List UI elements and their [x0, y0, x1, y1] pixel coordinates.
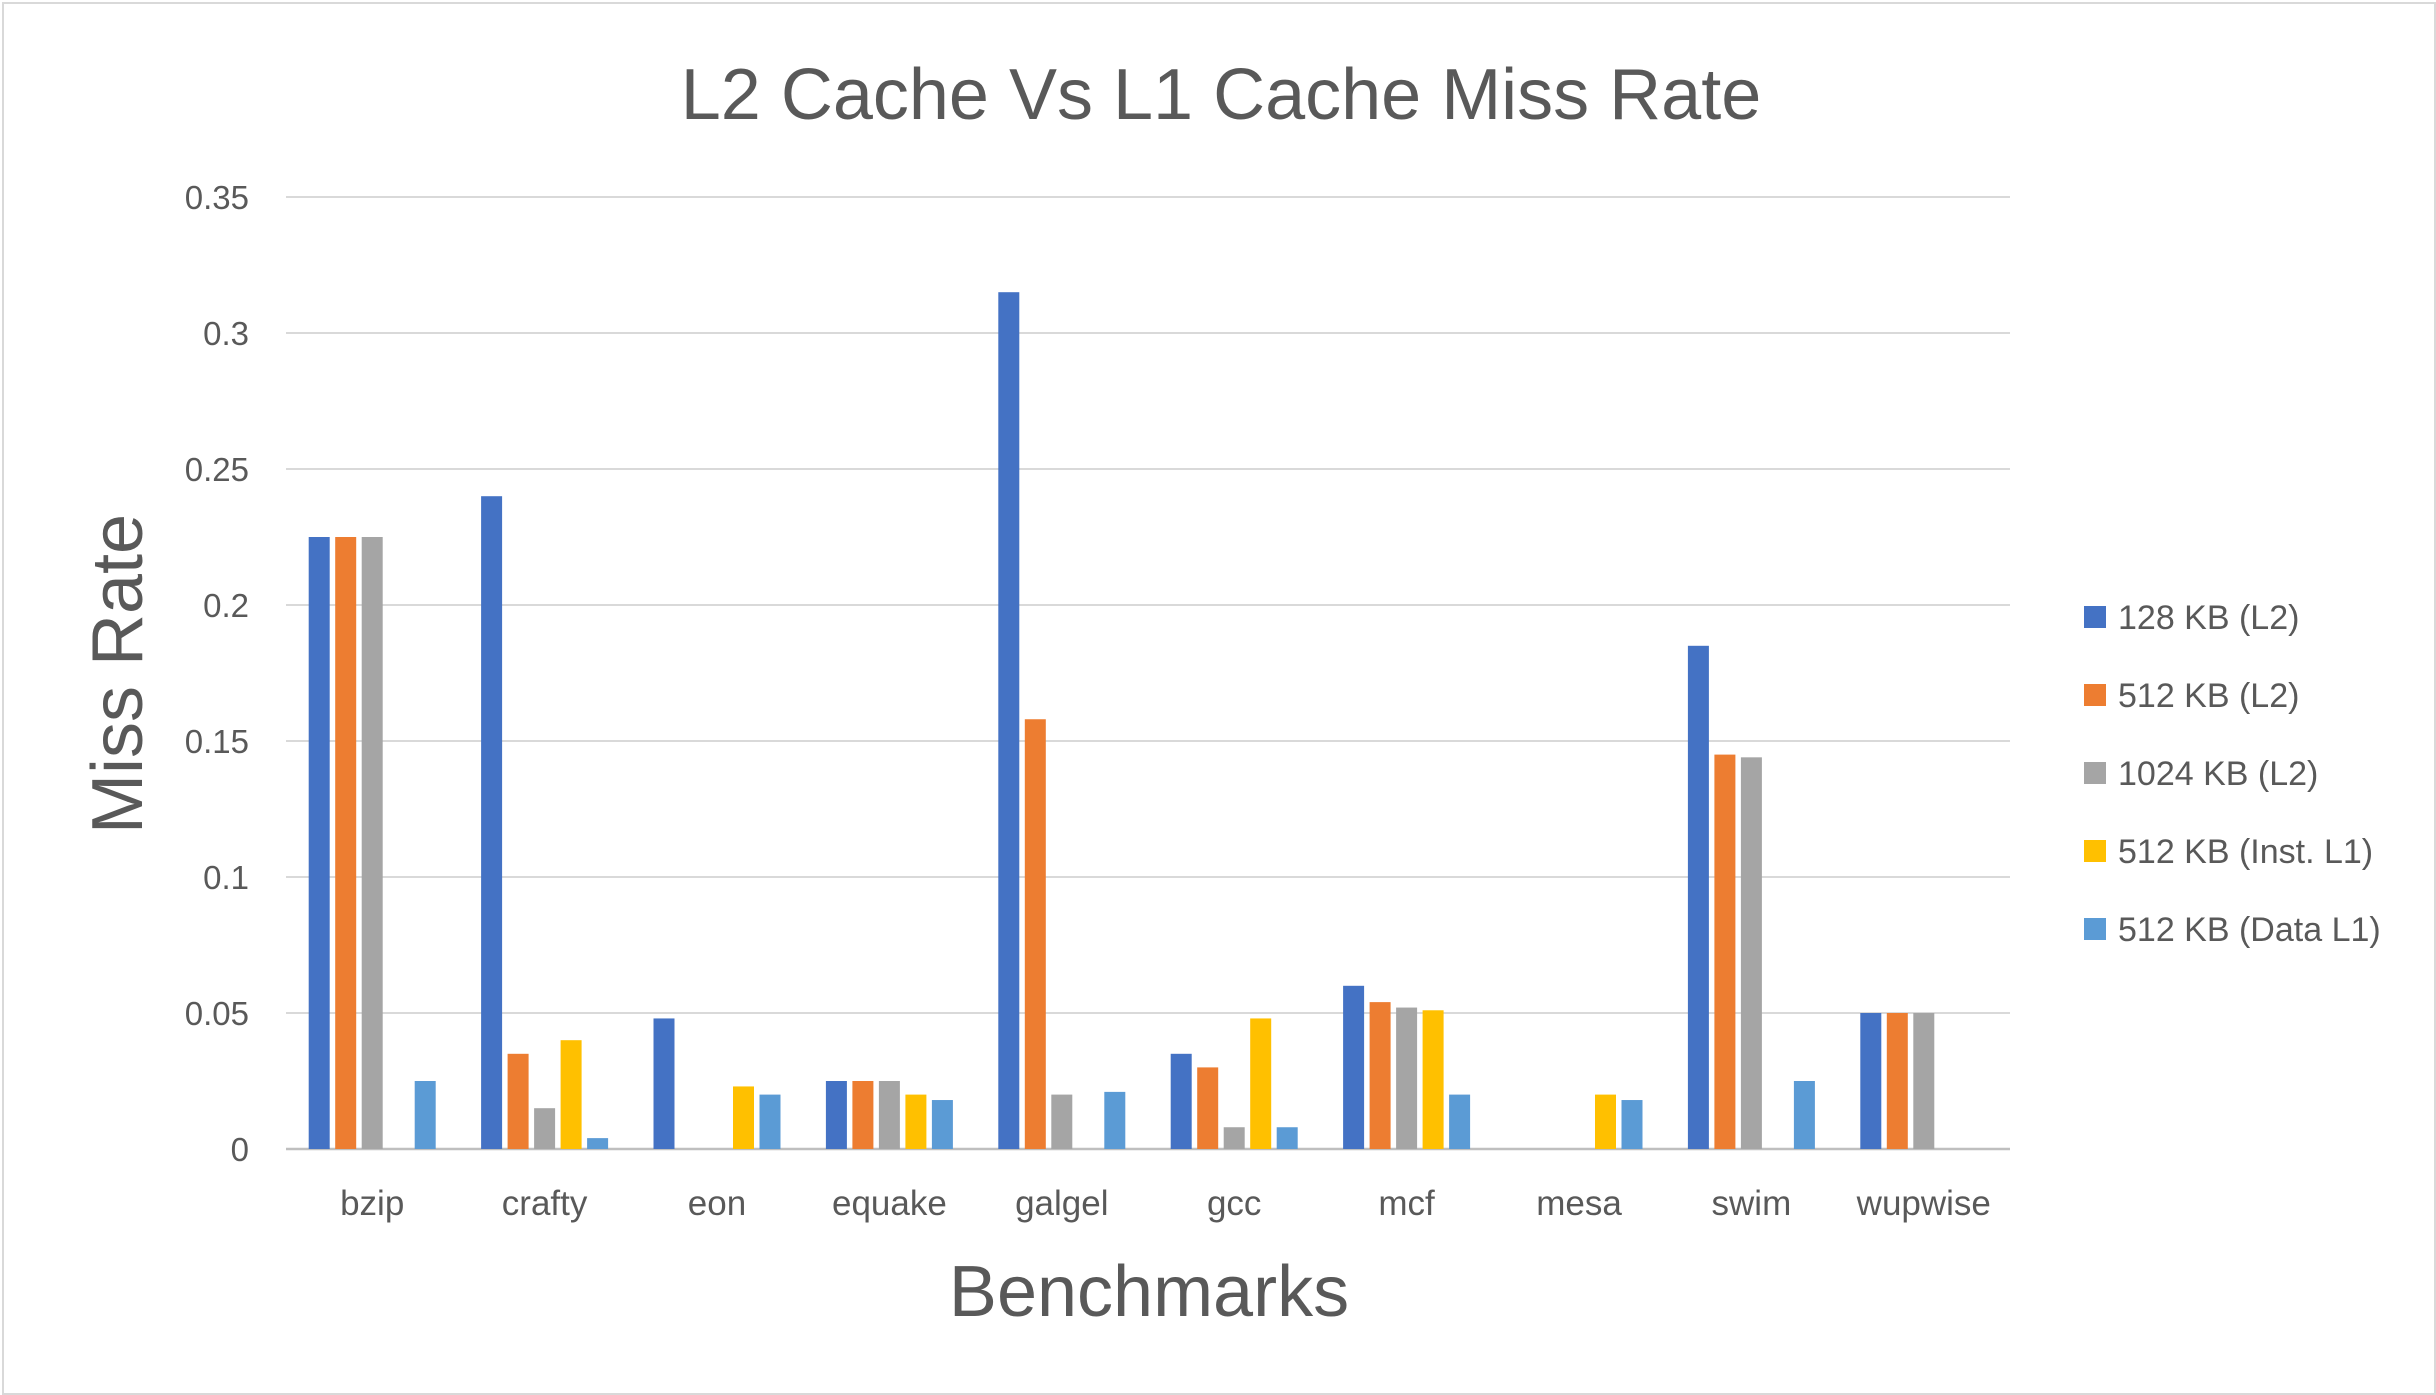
- y-tick-label: 0.2: [203, 587, 249, 624]
- bar-wupwise-0: [1860, 1013, 1882, 1149]
- y-tick-label: 0.25: [185, 451, 249, 488]
- y-tick-label: 0: [231, 1131, 249, 1168]
- bar-mesa-4: [1621, 1100, 1643, 1149]
- y-axis-title: Miss Rate: [78, 514, 158, 834]
- bar-mcf-4: [1449, 1094, 1471, 1149]
- bar-swim-1: [1714, 754, 1736, 1149]
- bar-equake-1: [852, 1081, 874, 1149]
- bar-swim-2: [1740, 757, 1762, 1149]
- legend-label: 1024 KB (L2): [2118, 755, 2318, 793]
- bar-bzip-1: [335, 537, 357, 1149]
- bar-galgel-2: [1051, 1094, 1073, 1149]
- y-tick-label: 0.1: [203, 859, 249, 896]
- y-tick-label: 0.3: [203, 315, 249, 352]
- bar-gcc-0: [1170, 1053, 1192, 1149]
- y-axis-ticks: 0 0.05 0.1 0.15 0.2 0.25 0.3 0.35: [185, 179, 249, 1168]
- x-tick-label: galgel: [1015, 1184, 1108, 1223]
- x-tick-label: swim: [1712, 1184, 1792, 1223]
- bar-crafty-1: [507, 1053, 529, 1149]
- bar-eon-4: [759, 1094, 781, 1149]
- x-axis-title: Benchmarks: [949, 1252, 1349, 1332]
- chart-title: L2 Cache Vs L1 Cache Miss Rate: [681, 55, 1762, 135]
- bar-bzip-4: [414, 1081, 436, 1149]
- legend-label: 128 KB (L2): [2118, 599, 2299, 637]
- bar-crafty-2: [534, 1108, 556, 1149]
- bar-mcf-2: [1396, 1007, 1418, 1149]
- bar-equake-2: [878, 1081, 900, 1149]
- bar-crafty-0: [481, 496, 503, 1149]
- legend-swatch: [2084, 840, 2106, 862]
- bar-gcc-4: [1276, 1127, 1298, 1149]
- y-tick-label: 0.15: [185, 723, 249, 760]
- bar-gcc-2: [1223, 1127, 1245, 1149]
- bar-swim-0: [1687, 645, 1709, 1149]
- y-tick-label: 0.35: [185, 179, 249, 216]
- legend-swatch: [2084, 762, 2106, 784]
- bar-chart: L2 Cache Vs L1 Cache Miss Rate 00.050.10…: [78, 55, 2381, 1332]
- bar-bzip-2: [361, 537, 383, 1149]
- bar-mcf-1: [1369, 1002, 1391, 1149]
- bar-wupwise-2: [1913, 1013, 1935, 1149]
- bar-eon-3: [733, 1086, 754, 1149]
- bar-galgel-1: [1024, 719, 1046, 1149]
- bar-mcf-3: [1422, 1010, 1444, 1149]
- x-tick-label: bzip: [340, 1184, 404, 1223]
- legend-swatch: [2084, 918, 2106, 940]
- x-tick-label: wupwise: [1856, 1184, 1991, 1223]
- legend-label: 512 KB (L2): [2118, 677, 2299, 715]
- legend-item: 512 KB (Inst. L1): [2084, 833, 2373, 871]
- bar-eon-0: [653, 1018, 675, 1149]
- bar-wupwise-1: [1886, 1013, 1908, 1149]
- x-tick-label: crafty: [502, 1184, 588, 1223]
- bar-swim-4: [1793, 1081, 1815, 1149]
- bar-galgel-4: [1104, 1091, 1126, 1149]
- bar-equake-0: [825, 1081, 847, 1149]
- x-tick-label: gcc: [1207, 1184, 1261, 1223]
- bar-galgel-0: [998, 292, 1020, 1149]
- legend-item: 512 KB (Data L1): [2084, 911, 2381, 949]
- bar-gcc-1: [1197, 1067, 1219, 1149]
- bar-equake-4: [931, 1100, 953, 1149]
- bar-equake-3: [905, 1094, 927, 1149]
- legend-swatch: [2084, 684, 2106, 706]
- bar-crafty-3: [560, 1040, 582, 1149]
- x-axis-categories: bzip crafty eon equake galgel gcc mcf mesa swim w…: [340, 1184, 1991, 1223]
- legend-item: 128 KB (L2): [2084, 599, 2299, 637]
- legend-item: 512 KB (L2): [2084, 677, 2299, 715]
- y-tick-label: 0.05: [185, 995, 249, 1032]
- legend-label: 512 KB (Inst. L1): [2118, 833, 2373, 871]
- bars: [308, 292, 1935, 1149]
- x-tick-label: eon: [688, 1184, 746, 1223]
- bar-mcf-0: [1343, 985, 1365, 1149]
- x-tick-label: mcf: [1378, 1184, 1435, 1223]
- x-tick-label: equake: [832, 1184, 947, 1223]
- bar-gcc-3: [1250, 1018, 1272, 1149]
- bar-mesa-3: [1595, 1094, 1616, 1149]
- legend-item: 1024 KB (L2): [2084, 755, 2318, 793]
- x-tick-label: mesa: [1536, 1184, 1622, 1223]
- bar-crafty-4: [587, 1138, 609, 1149]
- bar-bzip-0: [308, 537, 330, 1149]
- legend-swatch: [2084, 606, 2106, 628]
- legend: 128 KB (L2) 512 KB (L2) 1024 KB (L2) 512 KB…: [2084, 599, 2381, 949]
- legend-label: 512 KB (Data L1): [2118, 911, 2381, 949]
